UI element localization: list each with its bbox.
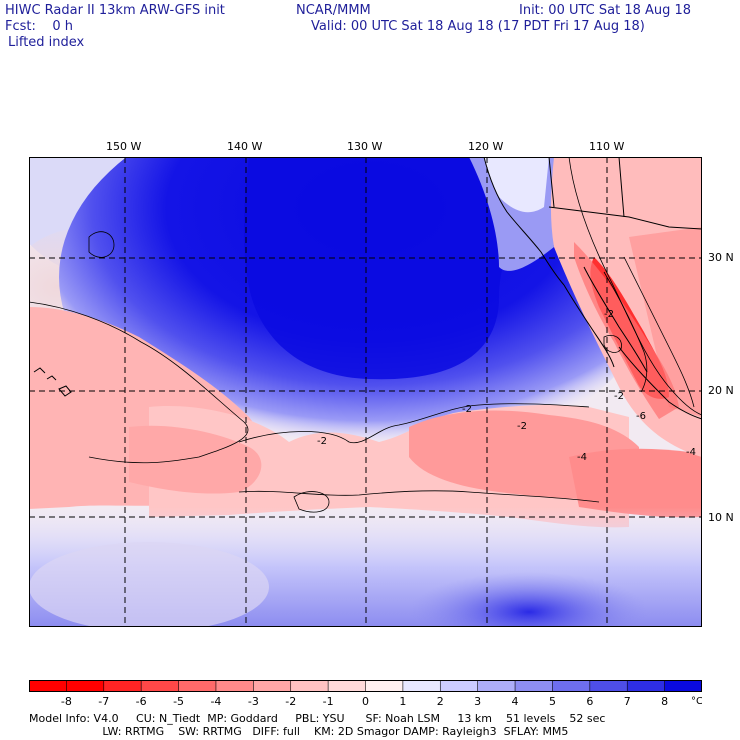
institution-label: NCAR/MMM: [296, 3, 371, 18]
colorbar-swatch: [402, 680, 441, 692]
contour-lake-northwest: [88, 231, 115, 258]
land-unstable-southeast: [629, 227, 702, 417]
unstable-high-baja: [574, 242, 679, 419]
hawaii-islands: [33, 367, 72, 397]
colorbar-tick-label: -2: [285, 695, 296, 708]
contour-minus4-east: [623, 256, 695, 408]
colorbar-tick-label: 2: [437, 695, 444, 708]
state-border-az: [618, 157, 625, 218]
field-name: Lifted index: [8, 35, 85, 50]
us-mexico-border: [548, 206, 702, 230]
colorbar-swatch: [515, 680, 553, 692]
colorbar-tick-label: -3: [248, 695, 259, 708]
lon-label-150w: 150 W: [106, 140, 142, 153]
pale-white-california: [484, 157, 549, 213]
colorbar-tick-label: 6: [586, 695, 593, 708]
pale-south-west: [29, 542, 269, 627]
lat-label-20n: 20 N: [708, 384, 734, 397]
colorbar-swatches: [29, 680, 702, 692]
colorbar-swatch: [664, 680, 702, 692]
coast-baja-west: [563, 284, 615, 368]
lon-label-140w: 140 W: [227, 140, 263, 153]
contour-minus2-central: [238, 403, 590, 444]
lon-label-130w: 130 W: [347, 140, 383, 153]
colorbar: -8 -7 -6 -5 -4 -3 -2 -1 0 1 2 3 4 5 6 7 8 °C: [29, 680, 702, 708]
init-time: Init: 00 UTC Sat 18 Aug 18: [519, 3, 692, 18]
lat-label-30n: 30 N: [708, 251, 734, 264]
contour-lines: [29, 157, 702, 513]
colorbar-tick-label: 1: [399, 695, 406, 708]
colorbar-unit: °C: [691, 696, 702, 707]
colorbar-swatch: [328, 680, 366, 692]
colorbar-swatch: [178, 680, 217, 692]
model-info-line2: LW: RRTMG SW: RRTMG DIFF: full KM: 2D Sm…: [29, 725, 569, 738]
contour-label: -4: [577, 452, 587, 463]
colorbar-swatch: [290, 680, 329, 692]
colorbar-ticks: -8 -7 -6 -5 -4 -3 -2 -1 0 1 2 3 4 5 6 7 8: [61, 680, 668, 708]
colorbar-swatch: [253, 680, 292, 692]
colorbar-swatch: [141, 680, 180, 692]
contour-loop-pacific: [293, 491, 330, 513]
colorbar-tick-label: -8: [61, 695, 72, 708]
colorbar-tick-label: 4: [512, 695, 519, 708]
colorbar-swatch: [589, 680, 628, 692]
lon-label-120w: 120 W: [468, 140, 504, 153]
coast-mexico: [618, 346, 702, 420]
unstable-core-west: [129, 425, 262, 494]
colorbar-tick-label: 0: [362, 695, 369, 708]
colorbar-swatch: [66, 680, 105, 692]
lat-label-10n: 10 N: [708, 511, 734, 524]
colorbar-tick-label: -7: [98, 695, 109, 708]
colorbar-tick-label: -1: [323, 695, 334, 708]
colorbar-tick-label: -4: [210, 695, 221, 708]
colorbar-swatch: [215, 680, 254, 692]
stable-region-core: [244, 157, 530, 380]
contour-minus6-baja: [603, 271, 648, 393]
colorbar-swatch: [627, 680, 666, 692]
contour-label: -2: [614, 391, 624, 402]
lon-label-110w: 110 W: [589, 140, 625, 153]
forecast-hour: Fcst: 0 h: [5, 19, 74, 34]
colorbar-tick-label: -5: [173, 695, 184, 708]
coast-california: [483, 157, 565, 286]
contour-minus2-west: [29, 301, 249, 464]
contour-label: -2: [517, 421, 527, 432]
stable-core-south: [409, 572, 649, 627]
state-border-ca: [548, 157, 555, 208]
colorbar-swatch: [440, 680, 479, 692]
colorbar-swatch: [103, 680, 142, 692]
model-info-line1: Model Info: V4.0 CU: N_Tiedt MP: Goddard…: [29, 712, 606, 725]
colorbar-swatch: [29, 680, 67, 692]
lat-lon-grid: [29, 157, 702, 627]
contour-label: -2: [604, 309, 614, 320]
colorbar-tick-label: 7: [624, 695, 631, 708]
colorbar-tick-label: 8: [661, 695, 668, 708]
contour-label-group: -2 -2 -2 -2 -2 -4 -4 -6: [317, 309, 696, 463]
contour-label: -2: [317, 436, 327, 447]
valid-time: Valid: 00 UTC Sat 18 Aug 18 (17 PDT Fri …: [311, 19, 645, 34]
colorbar-tick-label: 3: [474, 695, 481, 708]
contour-label: -4: [686, 447, 696, 458]
colorbar-tick-label: -6: [136, 695, 147, 708]
colorbar-tick-label: 5: [549, 695, 556, 708]
colorbar-swatch: [365, 680, 404, 692]
unstable-core-east: [569, 448, 702, 518]
map-frame: [29, 157, 702, 627]
lifted-index-map: -2 -2 -2 -2 -2 -4 -4 -6: [29, 157, 702, 627]
model-title: HIWC Radar II 13km ARW-GFS init: [5, 3, 225, 18]
contour-label: -6: [636, 411, 646, 422]
coast-baja-east: [583, 266, 648, 373]
colorbar-swatch: [552, 680, 591, 692]
coastline: [33, 157, 702, 420]
contour-label: -2: [462, 404, 472, 415]
colorbar-swatch: [477, 680, 516, 692]
